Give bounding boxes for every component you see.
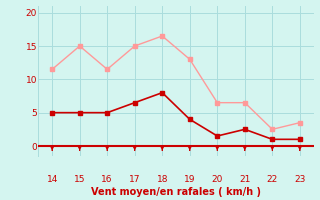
X-axis label: Vent moyen/en rafales ( km/h ): Vent moyen/en rafales ( km/h ) (91, 187, 261, 197)
